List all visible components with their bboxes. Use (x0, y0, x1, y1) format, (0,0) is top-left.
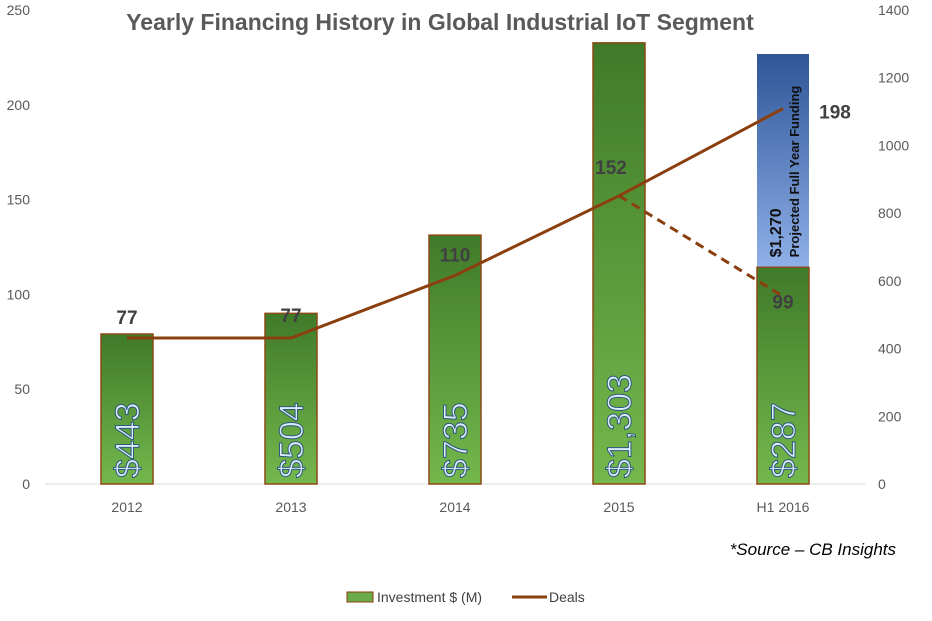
x-axis-tick: H1 2016 (757, 499, 810, 515)
left-axis-tick: 50 (14, 381, 30, 397)
bar-projected (757, 54, 809, 268)
bar-value-label: $735 (437, 402, 475, 478)
deals-data-label: 110 (440, 245, 471, 266)
left-axis-tick: 150 (7, 192, 31, 208)
legend-label-deals: Deals (549, 589, 585, 605)
right-axis-tick: 1400 (878, 2, 909, 18)
right-axis-tick: 800 (878, 205, 902, 221)
bar-value-label: $1,303 (601, 374, 639, 478)
deals-data-label: 77 (280, 306, 301, 327)
bar-value-label: $287 (765, 402, 803, 478)
left-axis-tick: 250 (7, 2, 31, 18)
left-axis-tick: 0 (22, 476, 30, 492)
x-axis-tick: 2013 (275, 499, 306, 515)
right-axis-tick: 200 (878, 408, 902, 424)
x-axis-tick: 2015 (603, 499, 634, 515)
bar-value-label: $443 (109, 402, 147, 478)
left-axis-tick: 200 (7, 97, 31, 113)
bar-investment (428, 234, 482, 485)
bar-value-label: $504 (273, 402, 311, 478)
right-axis-tick: 0 (878, 476, 886, 492)
deals-data-label: 152 (595, 158, 627, 179)
x-axis-tick: 2014 (439, 499, 470, 515)
deals-line (127, 107, 784, 340)
bar-investment (756, 266, 810, 485)
deals-data-label: 77 (116, 308, 137, 329)
x-axis-tick: 2012 (111, 499, 142, 515)
bar-investment (264, 312, 318, 485)
right-axis-tick: 400 (878, 341, 902, 357)
chart-title: Yearly Financing History in Global Indus… (126, 9, 754, 35)
projected-value-label: $1,270 (768, 208, 785, 257)
legend-label-investment: Investment $ (M) (377, 589, 482, 605)
legend: Investment $ (M) Deals (346, 589, 585, 605)
legend-swatch-investment (346, 591, 374, 603)
deals-projection-dashed-line (618, 194, 784, 298)
right-axis-tick: 1200 (878, 70, 909, 86)
left-axis-tick: 100 (7, 286, 31, 302)
source-note: *Source – CB Insights (730, 540, 897, 559)
deals-data-label: 198 (819, 103, 851, 124)
right-axis-tick: 600 (878, 273, 902, 289)
bar-investment (592, 42, 646, 485)
projected-caption: Projected Full Year Funding (787, 86, 802, 258)
deals-projection-label: 99 (772, 292, 793, 313)
bar-investment (100, 333, 154, 485)
right-axis-tick: 1000 (878, 137, 909, 153)
